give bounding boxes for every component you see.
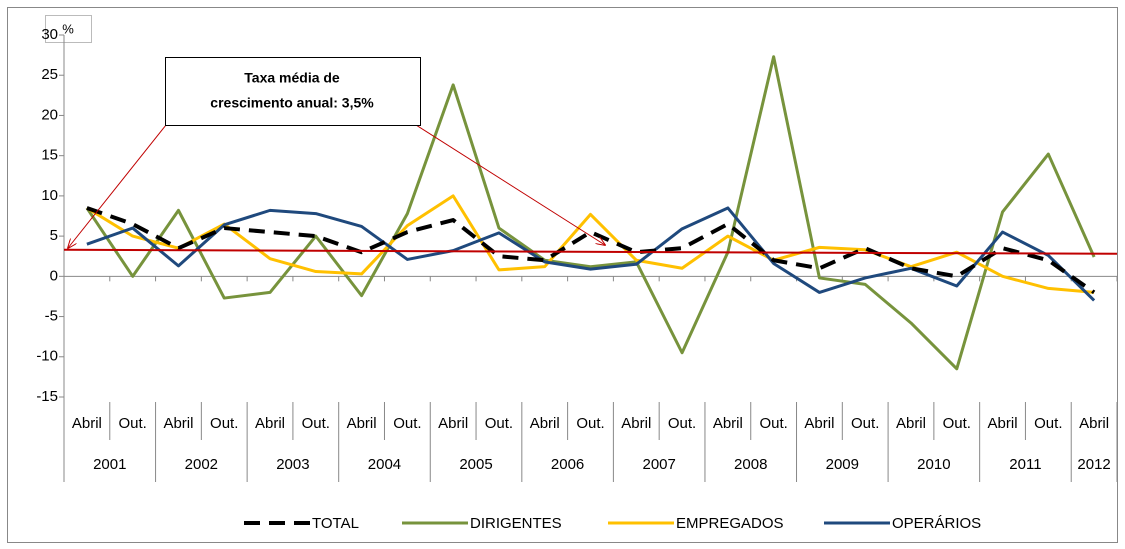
x-tick-label: Abril xyxy=(1079,415,1109,432)
y-tick-label: 30 xyxy=(41,26,58,43)
annotation-arrow xyxy=(415,124,605,245)
x-tick-label: Out. xyxy=(302,415,330,432)
x-tick-label: Out. xyxy=(1034,415,1062,432)
trend-line xyxy=(63,248,1118,255)
x-tick-label: Out. xyxy=(943,415,971,432)
x-tick-label: Out. xyxy=(393,415,421,432)
x-group-label: 2005 xyxy=(459,456,492,473)
x-tick-label: Abril xyxy=(804,415,834,432)
y-tick-label: 5 xyxy=(50,227,58,244)
x-tick-label: Abril xyxy=(621,415,651,432)
x-group-label: 2010 xyxy=(917,456,950,473)
x-tick-label: Out. xyxy=(759,415,787,432)
x-tick-label: Out. xyxy=(485,415,513,432)
x-group-label: 2007 xyxy=(642,456,675,473)
y-tick-label: -10 xyxy=(36,348,58,365)
y-tick-label: 0 xyxy=(50,267,58,284)
x-tick-label: Abril xyxy=(438,415,468,432)
x-tick-label: Abril xyxy=(163,415,193,432)
x-group-label: 2004 xyxy=(368,456,401,473)
x-group-label: 2002 xyxy=(185,456,218,473)
x-group-label: 2011 xyxy=(1009,456,1041,473)
x-tick-label: Out. xyxy=(210,415,238,432)
annotation-text: crescimento anual: 3,5% xyxy=(210,95,374,111)
x-group-label: 2006 xyxy=(551,456,584,473)
x-tick-label: Out. xyxy=(576,415,604,432)
y-tick-label: 20 xyxy=(41,106,58,123)
x-group-label: 2012 xyxy=(1077,456,1110,473)
y-tick-label: 10 xyxy=(41,187,58,204)
x-group-label: 2008 xyxy=(734,456,767,473)
x-group-label: 2003 xyxy=(276,456,309,473)
x-group-label: 2001 xyxy=(93,456,126,473)
x-tick-label: Abril xyxy=(896,415,926,432)
legend-label: TOTAL xyxy=(312,515,359,532)
series-line xyxy=(86,194,1095,294)
x-tick-label: Abril xyxy=(530,415,560,432)
legend-label: EMPREGADOS xyxy=(676,515,784,532)
series-line xyxy=(86,206,1096,302)
y-label-box xyxy=(45,15,92,43)
x-group-label: 2009 xyxy=(826,456,859,473)
y-tick-label: -15 xyxy=(36,388,58,405)
annotation-arrow xyxy=(68,124,167,248)
y-tick-label: 25 xyxy=(41,66,58,83)
y-tick-label: -5 xyxy=(45,308,58,325)
x-tick-label: Abril xyxy=(72,415,102,432)
x-tick-label: Out. xyxy=(851,415,879,432)
x-tick-label: Abril xyxy=(255,415,285,432)
series-line xyxy=(85,55,1096,371)
x-tick-label: Abril xyxy=(713,415,743,432)
x-tick-label: Out. xyxy=(118,415,146,432)
y-axis-label: % xyxy=(62,21,74,36)
x-tick-label: Abril xyxy=(988,415,1018,432)
legend-label: OPERÁRIOS xyxy=(892,515,981,532)
y-tick-label: 15 xyxy=(41,147,58,164)
x-tick-label: Out. xyxy=(668,415,696,432)
legend-label: DIRIGENTES xyxy=(470,515,562,532)
annotation-box xyxy=(165,57,421,126)
x-tick-label: Abril xyxy=(347,415,377,432)
series-line xyxy=(86,206,1096,295)
annotation-text: Taxa média de xyxy=(244,70,340,86)
